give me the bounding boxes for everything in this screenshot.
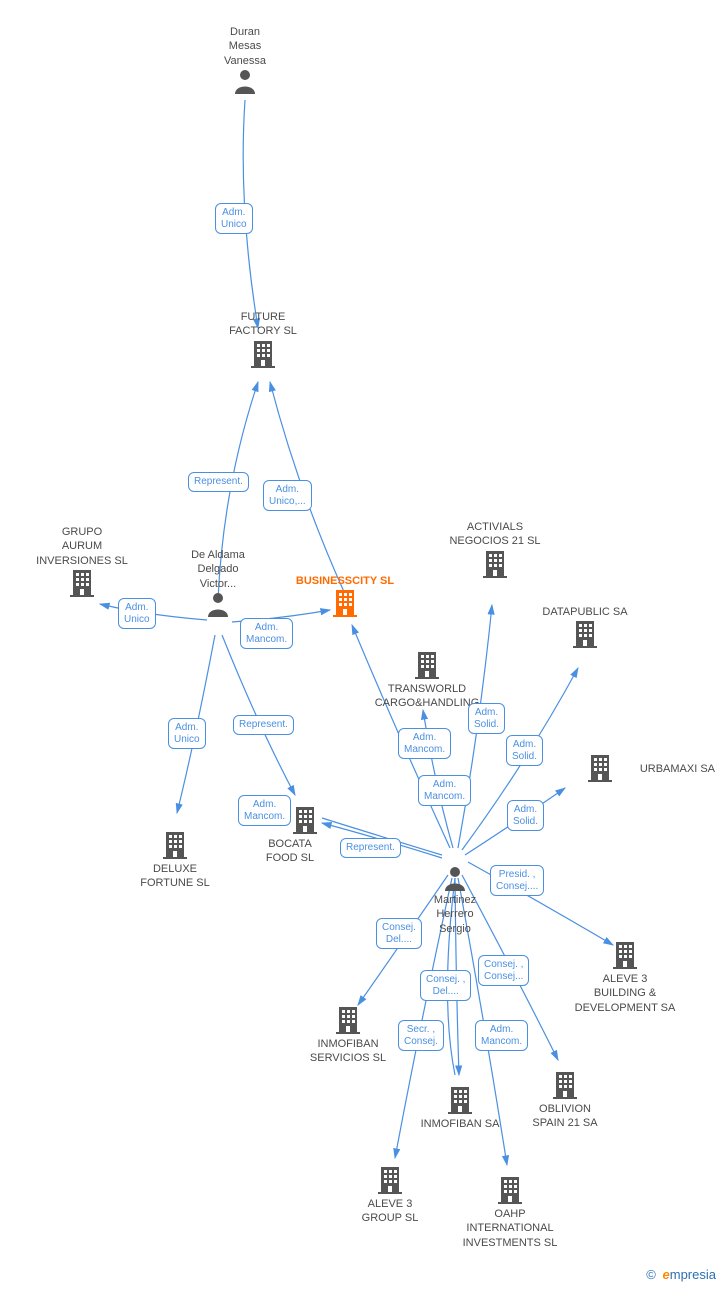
node-business[interactable]: BUSINESSCITY SL — [285, 574, 405, 620]
node-label: URBAMAXI SA — [640, 762, 715, 776]
footer-brand: © empresia — [646, 1267, 716, 1282]
copyright-symbol: © — [646, 1267, 656, 1282]
node-transworld[interactable]: TRANSWORLD CARGO&HANDLING — [362, 650, 492, 711]
brand-rest: mpresia — [670, 1267, 716, 1282]
node-label: FUTURE FACTORY SL — [203, 310, 323, 339]
edge-badge: Adm. Unico — [118, 598, 156, 629]
edge-badge: Represent. — [340, 838, 401, 858]
node-future[interactable]: FUTURE FACTORY SL — [203, 310, 323, 371]
node-label: BUSINESSCITY SL — [285, 574, 405, 588]
node-label: BOCATA FOOD SL — [225, 837, 355, 866]
node-label: OAHP INTERNATIONAL INVESTMENTS SL — [445, 1207, 575, 1250]
node-aldama[interactable]: De Aldama Delgado Victor... — [158, 548, 278, 619]
node-label: GRUPO AURUM INVERSIONES SL — [22, 525, 142, 568]
node-label: ACTIVIALS NEGOCIOS 21 SL — [435, 520, 555, 549]
node-label: Duran Mesas Vanessa — [185, 25, 305, 68]
brand-e: e — [663, 1267, 670, 1282]
edge-badge: Adm. Mancom. — [398, 728, 451, 759]
edge-badge: Adm. Mancom. — [418, 775, 471, 806]
edge-badge: Adm. Unico,... — [263, 480, 312, 511]
edge-badge: Consej. , Consej... — [478, 955, 529, 986]
edge-badge: Adm. Solid. — [506, 735, 543, 766]
node-inmofibans[interactable]: INMOFIBAN SERVICIOS SL — [283, 1005, 413, 1066]
node-datapublic[interactable]: DATAPUBLIC SA — [525, 605, 645, 651]
edge-badge: Adm. Mancom. — [240, 618, 293, 649]
edge-badge: Adm. Mancom. — [238, 795, 291, 826]
node-label: ALEVE 3 BUILDING & DEVELOPMENT SA — [560, 972, 690, 1015]
node-activials[interactable]: ACTIVIALS NEGOCIOS 21 SL — [435, 520, 555, 581]
edge-badge: Represent. — [233, 715, 294, 735]
edge-badge: Adm. Unico — [168, 718, 206, 749]
edge-badge: Consej. , Del.... — [420, 970, 471, 1001]
node-label: ALEVE 3 GROUP SL — [325, 1197, 455, 1226]
edge-badge: Consej. Del.... — [376, 918, 422, 949]
edge-badge: Adm. Unico — [215, 203, 253, 234]
edge-badge: Adm. Mancom. — [475, 1020, 528, 1051]
edge-badge: Represent. — [188, 472, 249, 492]
edge-badge: Adm. Solid. — [507, 800, 544, 831]
node-duran[interactable]: Duran Mesas Vanessa — [185, 25, 305, 96]
edge-badge: Secr. , Consej. — [398, 1020, 444, 1051]
edge-badge: Adm. Solid. — [468, 703, 505, 734]
node-label: DATAPUBLIC SA — [525, 605, 645, 619]
node-grupo[interactable]: GRUPO AURUM INVERSIONES SL — [22, 525, 142, 600]
node-aleve3g[interactable]: ALEVE 3 GROUP SL — [325, 1165, 455, 1226]
node-deluxe[interactable]: DELUXE FORTUNE SL — [110, 830, 240, 891]
edge-badge: Presid. , Consej.... — [490, 865, 544, 896]
node-label: De Aldama Delgado Victor... — [158, 548, 278, 591]
node-label: INMOFIBAN SERVICIOS SL — [283, 1037, 413, 1066]
node-oahp[interactable]: OAHP INTERNATIONAL INVESTMENTS SL — [445, 1175, 575, 1250]
node-oblivion[interactable]: OBLIVION SPAIN 21 SA — [500, 1070, 630, 1131]
node-label: DELUXE FORTUNE SL — [110, 862, 240, 891]
node-label: OBLIVION SPAIN 21 SA — [500, 1102, 630, 1131]
node-aleve3bd[interactable]: ALEVE 3 BUILDING & DEVELOPMENT SA — [560, 940, 690, 1015]
node-urbamaxi[interactable]: URBAMAXI SA — [565, 753, 715, 785]
